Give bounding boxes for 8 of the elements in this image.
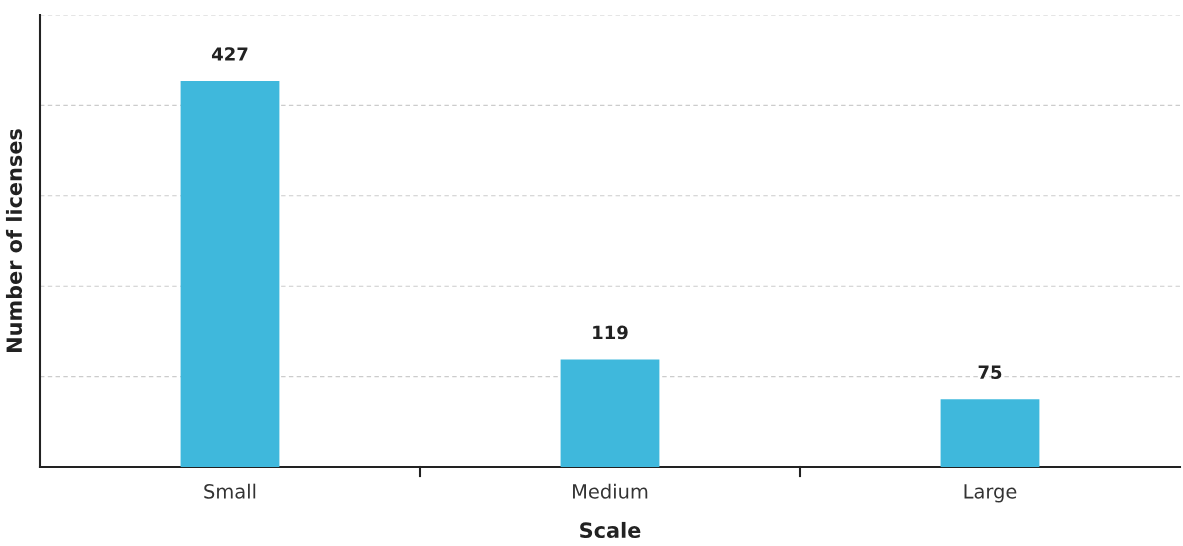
- x-tick-label: Small: [204, 483, 256, 499]
- data-label: 75: [978, 365, 1002, 380]
- y-axis-title: Number of licenses: [5, 129, 23, 352]
- x-tick-label: Medium: [573, 483, 648, 499]
- x-tick-label: Large: [964, 484, 1017, 503]
- data-label: 427: [211, 47, 248, 61]
- x-axis-title: Scale: [580, 521, 641, 539]
- data-label: 119: [593, 325, 628, 340]
